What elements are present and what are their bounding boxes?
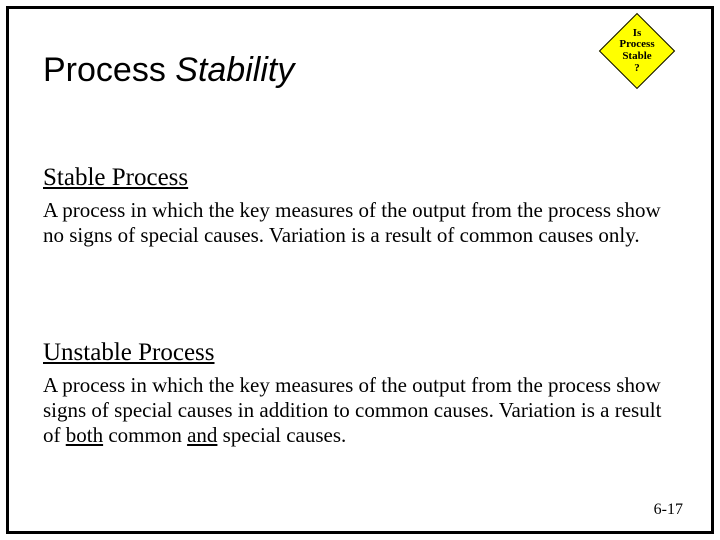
stable-body: A process in which the key measures of t…	[43, 198, 683, 248]
stable-heading: Stable Process	[43, 164, 683, 192]
section-stable: Stable Process A process in which the ke…	[43, 164, 683, 248]
decision-diamond: Is Process Stable ?	[597, 11, 677, 91]
underline-both: both	[66, 423, 103, 447]
title-prefix: Process	[43, 51, 175, 89]
page-title: Process Stability	[43, 51, 294, 90]
diamond-label: Is Process Stable ?	[597, 11, 677, 91]
title-italic: Stability	[175, 51, 294, 89]
unstable-body: A process in which the key measures of t…	[43, 373, 683, 447]
unstable-heading: Unstable Process	[43, 339, 683, 367]
unstable-mid2: special causes.	[217, 423, 346, 447]
unstable-mid1: common	[103, 423, 187, 447]
slide-frame: Process Stability Is Process Stable ? St…	[6, 6, 714, 534]
section-unstable: Unstable Process A process in which the …	[43, 339, 683, 447]
underline-and: and	[187, 423, 217, 447]
page-number: 6-17	[654, 501, 683, 519]
